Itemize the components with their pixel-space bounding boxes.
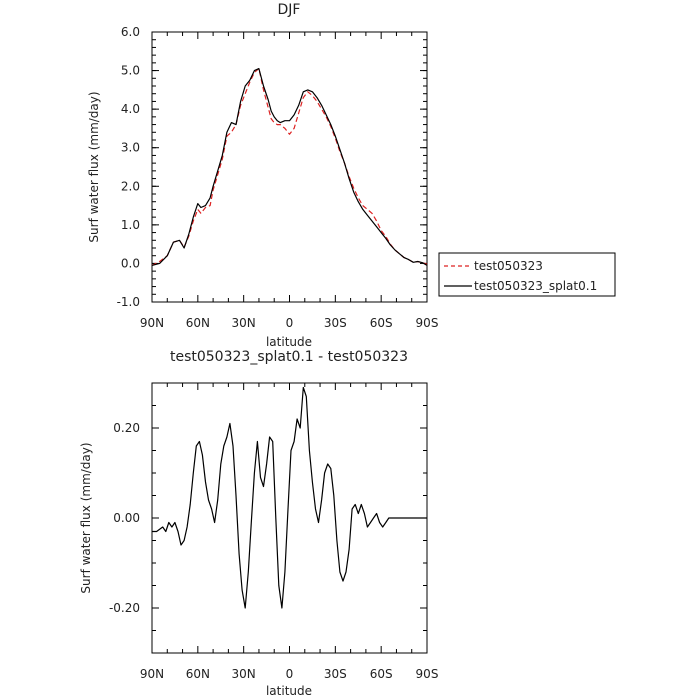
top-axis-ticks: 90N 60N 30N 0 30S 60S 90S -1.0 0.0 1.0 2.0 3.0 4.0 5.… [117,25,439,330]
top-x-tick-label: 60S [370,316,393,330]
top-y-tick-label: 5.0 [121,64,140,78]
bottom-y-tick-label: -0.20 [109,601,140,615]
top-chart-title: DJF [278,2,301,18]
top-y-tick-label: -1.0 [117,295,140,309]
bottom-x-tick-label: 0 [286,667,294,681]
bottom-chart-title: test050323_splat0.1 - test050323 [170,349,408,365]
top-series-line-1 [151,67,428,266]
bottom-x-tick-label: 30S [324,667,347,681]
bottom-y-axis-label: Surf water flux (mm/day) [79,442,93,593]
bottom-y-tick-label: 0.00 [113,511,140,525]
bottom-x-tick-label: 90N [140,667,164,681]
top-y-axis-label: Surf water flux (mm/day) [87,91,101,242]
top-series-group [151,67,428,266]
top-y-tick-label: 4.0 [121,102,140,116]
top-series-line-0 [151,67,428,266]
legend: test050323 test050323_splat0.1 [438,252,616,297]
bottom-axis-ticks: 90N 60N 30N 0 30S 60S 90S -0.20 0.00 0.20 [109,382,439,681]
bottom-x-axis-label: latitude [266,684,312,698]
top-plot-frame [151,31,428,303]
bottom-plot-frame [151,382,428,654]
bottom-x-tick-label: 30N [232,667,256,681]
bottom-x-tick-label: 60N [186,667,210,681]
top-y-tick-label: 1.0 [121,218,140,232]
bottom-x-tick-label: 60S [370,667,393,681]
bottom-panel: test050323_splat0.1 - test050323 90N 60N 3… [79,349,438,698]
top-y-tick-label: 2.0 [121,179,140,193]
bottom-x-tick-label: 90S [416,667,439,681]
legend-box [438,252,616,297]
top-y-tick-label: 3.0 [121,141,140,155]
top-x-tick-label: 90S [416,316,439,330]
top-x-tick-label: 30S [324,316,347,330]
bottom-y-tick-label: 0.20 [113,421,140,435]
top-panel: DJF 90N 60N 30N 0 30S 60S 90S -1.0 0.0 1.0 2.0 3.0 4… [87,2,438,349]
bottom-series-group [152,386,427,609]
top-y-tick-label: 0.0 [121,256,140,270]
bottom-series-line-0 [152,386,427,609]
top-x-tick-label: 90N [140,316,164,330]
legend-label-test050323: test050323 [474,259,543,273]
legend-label-test050323-splat: test050323_splat0.1 [474,279,597,293]
top-x-tick-label: 60N [186,316,210,330]
top-x-axis-label: latitude [266,335,312,349]
top-x-tick-label: 0 [286,316,294,330]
top-y-tick-label: 6.0 [121,25,140,39]
top-x-tick-label: 30N [232,316,256,330]
